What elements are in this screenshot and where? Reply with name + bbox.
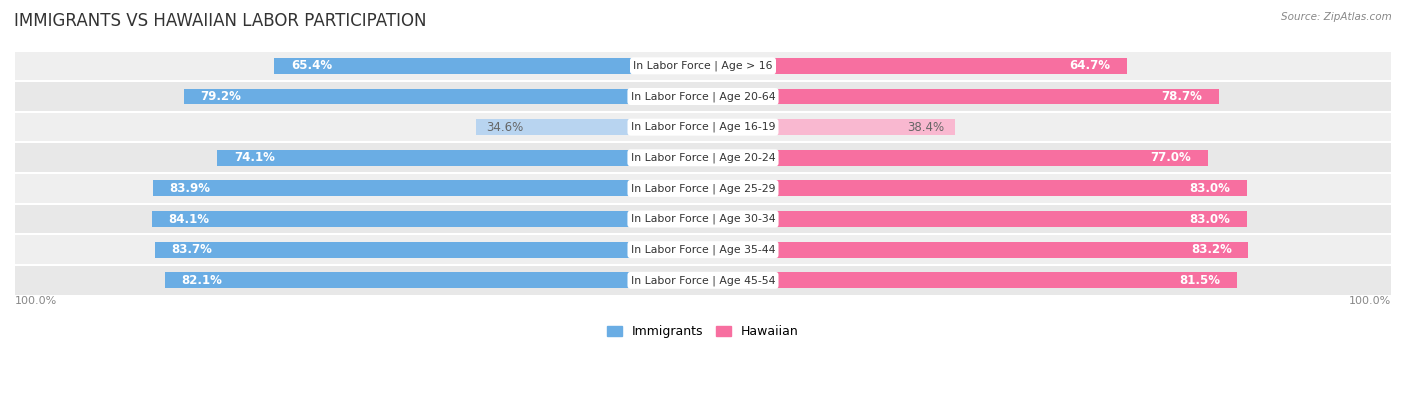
- Text: IMMIGRANTS VS HAWAIIAN LABOR PARTICIPATION: IMMIGRANTS VS HAWAIIAN LABOR PARTICIPATI…: [14, 12, 426, 30]
- Bar: [274, 58, 703, 74]
- Text: 100.0%: 100.0%: [15, 295, 58, 306]
- Text: In Labor Force | Age 20-64: In Labor Force | Age 20-64: [631, 91, 775, 102]
- Bar: [15, 204, 1391, 234]
- Bar: [15, 51, 1391, 81]
- Text: 83.0%: 83.0%: [1189, 213, 1230, 226]
- Bar: [15, 81, 1391, 112]
- Text: In Labor Force | Age > 16: In Labor Force | Age > 16: [633, 60, 773, 71]
- Bar: [15, 173, 1391, 204]
- Text: In Labor Force | Age 35-44: In Labor Force | Age 35-44: [631, 245, 775, 255]
- Text: 74.1%: 74.1%: [233, 151, 274, 164]
- Bar: [153, 181, 703, 196]
- Bar: [165, 273, 703, 288]
- Text: In Labor Force | Age 25-29: In Labor Force | Age 25-29: [631, 183, 775, 194]
- Bar: [155, 242, 703, 258]
- Text: In Labor Force | Age 20-24: In Labor Force | Age 20-24: [631, 152, 775, 163]
- Text: 83.9%: 83.9%: [170, 182, 211, 195]
- Bar: [15, 265, 1391, 295]
- Bar: [703, 119, 955, 135]
- Bar: [703, 58, 1128, 74]
- Text: Source: ZipAtlas.com: Source: ZipAtlas.com: [1281, 12, 1392, 22]
- Bar: [703, 273, 1237, 288]
- Text: 81.5%: 81.5%: [1180, 274, 1220, 287]
- Bar: [703, 242, 1249, 258]
- Text: 83.0%: 83.0%: [1189, 182, 1230, 195]
- Bar: [15, 143, 1391, 173]
- Bar: [703, 211, 1247, 227]
- Text: In Labor Force | Age 16-19: In Labor Force | Age 16-19: [631, 122, 775, 132]
- Bar: [703, 181, 1247, 196]
- Text: 79.2%: 79.2%: [201, 90, 242, 103]
- Text: In Labor Force | Age 30-34: In Labor Force | Age 30-34: [631, 214, 775, 224]
- Legend: Immigrants, Hawaiian: Immigrants, Hawaiian: [602, 320, 804, 343]
- Text: 64.7%: 64.7%: [1070, 59, 1111, 72]
- Text: 34.6%: 34.6%: [486, 120, 523, 134]
- Text: 100.0%: 100.0%: [1348, 295, 1391, 306]
- Bar: [152, 211, 703, 227]
- Bar: [184, 88, 703, 104]
- Text: 83.7%: 83.7%: [172, 243, 212, 256]
- Text: 65.4%: 65.4%: [291, 59, 332, 72]
- Text: 38.4%: 38.4%: [908, 120, 945, 134]
- Text: 82.1%: 82.1%: [181, 274, 222, 287]
- Text: 83.2%: 83.2%: [1191, 243, 1232, 256]
- Text: 77.0%: 77.0%: [1150, 151, 1191, 164]
- Bar: [15, 112, 1391, 143]
- Text: 84.1%: 84.1%: [169, 213, 209, 226]
- Bar: [477, 119, 703, 135]
- Bar: [703, 88, 1219, 104]
- Text: In Labor Force | Age 45-54: In Labor Force | Age 45-54: [631, 275, 775, 286]
- Bar: [15, 234, 1391, 265]
- Text: 78.7%: 78.7%: [1161, 90, 1202, 103]
- Bar: [218, 150, 703, 166]
- Bar: [703, 150, 1208, 166]
